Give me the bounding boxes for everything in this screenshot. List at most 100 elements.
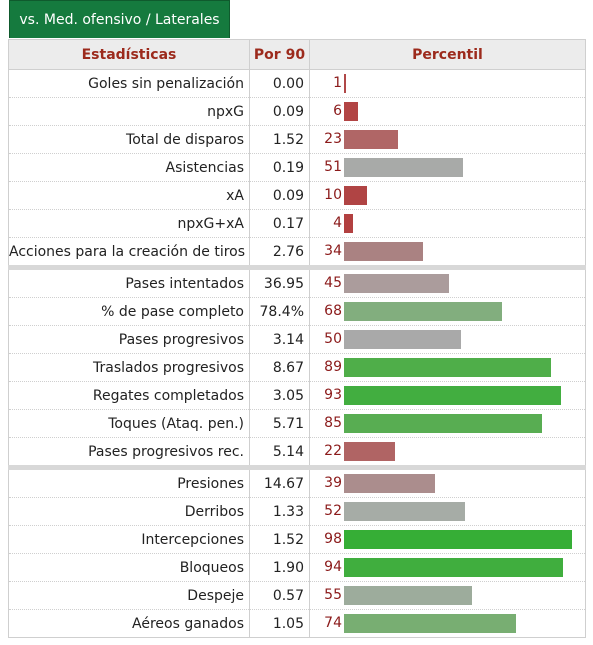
stat-name: npxG (8, 97, 250, 126)
percentile-cell: 74 (309, 609, 586, 638)
percentile-cell: 52 (309, 497, 586, 526)
percentile-bar (344, 158, 463, 177)
table-row: Traslados progresivos 8.67 89 (8, 353, 586, 382)
stat-per90-value: 5.71 (249, 409, 310, 438)
stat-name: % de pase completo (8, 297, 250, 326)
percentile-cell: 51 (309, 153, 586, 182)
percentile-bar (344, 242, 423, 261)
percentile-bar (344, 302, 502, 321)
stat-per90-value: 1.33 (249, 497, 310, 526)
table-row: npxG 0.09 6 (8, 97, 586, 126)
stat-name: Presiones (8, 465, 250, 498)
stat-name: npxG+xA (8, 209, 250, 238)
table-row: Asistencias 0.19 51 (8, 153, 586, 182)
percentile-value: 68 (324, 303, 342, 319)
stat-per90-value: 1.52 (249, 125, 310, 154)
percentile-cell: 6 (309, 97, 586, 126)
stat-name: Regates completados (8, 381, 250, 410)
percentile-cell: 1 (309, 69, 586, 98)
table-row: Regates completados 3.05 93 (8, 381, 586, 410)
table-row: Total de disparos 1.52 23 (8, 125, 586, 154)
stat-per90-value: 0.57 (249, 581, 310, 610)
percentile-cell: 89 (309, 353, 586, 382)
percentile-cell: 39 (309, 465, 586, 498)
stat-name: xA (8, 181, 250, 210)
tab-vs-offensive-mid-fullbacks[interactable]: vs. Med. ofensivo / Laterales (9, 0, 230, 38)
stat-per90-value: 3.05 (249, 381, 310, 410)
stats-table: Estadísticas Por 90 Percentil Goles sin … (8, 39, 586, 638)
percentile-bar (344, 102, 358, 121)
table-row: Toques (Ataq. pen.) 5.71 85 (8, 409, 586, 438)
percentile-bar (344, 330, 461, 349)
percentile-cell: 4 (309, 209, 586, 238)
percentile-value: 1 (333, 75, 342, 91)
percentile-cell: 45 (309, 265, 586, 298)
header-per90[interactable]: Por 90 (249, 39, 310, 70)
percentile-bar (344, 558, 563, 577)
stat-name: Toques (Ataq. pen.) (8, 409, 250, 438)
percentile-cell: 10 (309, 181, 586, 210)
header-stat[interactable]: Estadísticas (8, 39, 250, 70)
stat-per90-value: 1.52 (249, 525, 310, 554)
stat-per90-value: 1.05 (249, 609, 310, 638)
percentile-value: 51 (324, 159, 342, 175)
percentile-bar (344, 502, 465, 521)
stat-per90-value: 8.67 (249, 353, 310, 382)
stat-per90-value: 0.17 (249, 209, 310, 238)
stat-per90-value: 5.14 (249, 437, 310, 468)
stat-name: Despeje (8, 581, 250, 610)
table-row: Presiones 14.67 39 (8, 465, 586, 498)
percentile-cell: 22 (309, 437, 586, 468)
table-row: npxG+xA 0.17 4 (8, 209, 586, 238)
stat-name: Pases progresivos rec. (8, 437, 250, 468)
percentile-value: 74 (324, 615, 342, 631)
percentile-bar (344, 614, 516, 633)
stat-per90-value: 36.95 (249, 265, 310, 298)
table-row: Despeje 0.57 55 (8, 581, 586, 610)
percentile-cell: 34 (309, 237, 586, 268)
percentile-value: 23 (324, 131, 342, 147)
percentile-value: 6 (333, 103, 342, 119)
percentile-bar (344, 186, 367, 205)
stat-name: Aéreos ganados (8, 609, 250, 638)
percentile-value: 98 (324, 531, 342, 547)
stat-per90-value: 78.4% (249, 297, 310, 326)
percentile-bar (344, 358, 551, 377)
percentile-value: 52 (324, 503, 342, 519)
percentile-value: 22 (324, 443, 342, 459)
percentile-value: 89 (324, 359, 342, 375)
stat-per90-value: 0.19 (249, 153, 310, 182)
table-row: Intercepciones 1.52 98 (8, 525, 586, 554)
percentile-cell: 98 (309, 525, 586, 554)
percentile-bar (344, 214, 353, 233)
table-header-row: Estadísticas Por 90 Percentil (8, 39, 586, 70)
stat-per90-value: 0.00 (249, 69, 310, 98)
percentile-value: 45 (324, 275, 342, 291)
stat-name: Total de disparos (8, 125, 250, 154)
percentile-cell: 50 (309, 325, 586, 354)
percentile-value: 55 (324, 587, 342, 603)
percentile-bar (344, 74, 346, 93)
percentile-cell: 85 (309, 409, 586, 438)
stat-name: Asistencias (8, 153, 250, 182)
table-row: % de pase completo 78.4% 68 (8, 297, 586, 326)
table-row: Aéreos ganados 1.05 74 (8, 609, 586, 638)
percentile-bar (344, 586, 472, 605)
stat-name: Derribos (8, 497, 250, 526)
table-body: Goles sin penalización 0.00 1 npxG 0.09 6 Tota… (8, 69, 586, 638)
stat-per90-value: 3.14 (249, 325, 310, 354)
table-row: Acciones para la creación de tiros 2.76 34 (8, 237, 586, 268)
stat-per90-value: 0.09 (249, 97, 310, 126)
percentile-bar (344, 130, 398, 149)
percentile-bar (344, 414, 542, 433)
header-percentile[interactable]: Percentil (309, 39, 586, 70)
percentile-value: 94 (324, 559, 342, 575)
percentile-cell: 68 (309, 297, 586, 326)
percentile-value: 10 (324, 187, 342, 203)
stat-per90-value: 1.90 (249, 553, 310, 582)
table-row: Bloqueos 1.90 94 (8, 553, 586, 582)
percentile-value: 85 (324, 415, 342, 431)
stat-name: Bloqueos (8, 553, 250, 582)
stat-per90-value: 14.67 (249, 465, 310, 498)
stat-per90-value: 2.76 (249, 237, 310, 268)
